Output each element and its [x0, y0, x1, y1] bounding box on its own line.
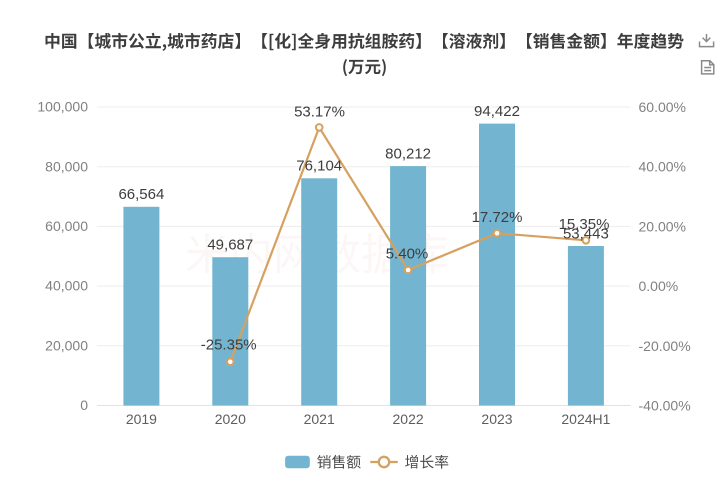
svg-text:53.17%: 53.17%: [294, 104, 345, 121]
svg-text:94,422: 94,422: [474, 103, 520, 120]
svg-text:2019: 2019: [126, 411, 157, 427]
svg-text:-20.00%: -20.00%: [639, 338, 691, 354]
svg-text:5.40%: 5.40%: [386, 246, 429, 263]
svg-text:60.00%: 60.00%: [639, 99, 686, 115]
svg-text:-40.00%: -40.00%: [639, 398, 691, 414]
svg-text:80,212: 80,212: [385, 146, 431, 163]
svg-text:49,687: 49,687: [207, 237, 253, 254]
svg-text:17.72%: 17.72%: [472, 209, 523, 226]
svg-text:76,104: 76,104: [296, 158, 342, 175]
svg-text:53,443: 53,443: [563, 225, 609, 242]
svg-text:15.35%: 15.35%: [559, 216, 610, 233]
svg-text:0.00%: 0.00%: [639, 278, 679, 294]
svg-text:2024H1: 2024H1: [561, 411, 610, 427]
svg-text:2020: 2020: [215, 411, 246, 427]
svg-text:2022: 2022: [393, 411, 424, 427]
svg-text:20,000: 20,000: [45, 337, 88, 353]
svg-text:40.00%: 40.00%: [639, 159, 686, 175]
svg-text:20.00%: 20.00%: [639, 218, 686, 234]
svg-text:80,000: 80,000: [45, 158, 88, 174]
svg-text:-25.35%: -25.35%: [201, 336, 257, 353]
svg-text:0: 0: [80, 397, 88, 413]
svg-text:2023: 2023: [481, 411, 512, 427]
svg-text:60,000: 60,000: [45, 218, 88, 234]
svg-text:100,000: 100,000: [37, 99, 88, 115]
svg-text:40,000: 40,000: [45, 278, 88, 294]
svg-text:2021: 2021: [304, 411, 335, 427]
svg-text:66,564: 66,564: [118, 186, 164, 203]
